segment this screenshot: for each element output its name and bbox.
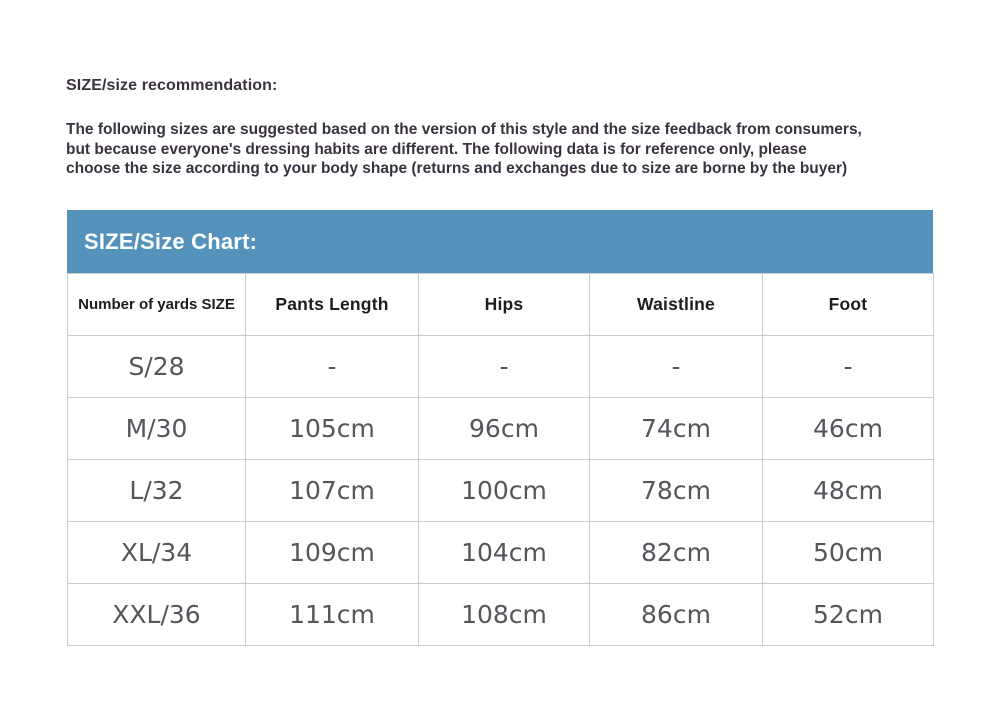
- size-cell: XXL/36: [67, 583, 246, 646]
- measurement-cell: -: [245, 335, 419, 398]
- size-cell: M/30: [67, 397, 246, 460]
- measurement-cell: 52cm: [762, 583, 934, 646]
- measurement-cell: 74cm: [589, 397, 763, 460]
- table-row: S/28 - - - -: [67, 335, 934, 398]
- column-header-hips: Hips: [418, 273, 590, 336]
- size-chart-title-bar: SIZE/Size Chart:: [67, 210, 933, 273]
- measurement-cell: 105cm: [245, 397, 419, 460]
- table-row: L/32 107cm 100cm 78cm 48cm: [67, 459, 934, 522]
- measurement-cell: 104cm: [418, 521, 590, 584]
- measurement-cell: 109cm: [245, 521, 419, 584]
- column-header-pants-length: Pants Length: [245, 273, 419, 336]
- measurement-cell: 86cm: [589, 583, 763, 646]
- size-chart-section: SIZE/Size Chart: Number of yards SIZE Pa…: [67, 210, 934, 646]
- measurement-cell: -: [418, 335, 590, 398]
- size-recommendation-paragraph: The following sizes are suggested based …: [66, 120, 862, 179]
- size-recommendation-line: choose the size according to your body s…: [66, 160, 848, 177]
- column-header-size: Number of yards SIZE: [67, 273, 246, 336]
- size-chart-title: SIZE/Size Chart:: [84, 228, 258, 254]
- measurement-cell: 46cm: [762, 397, 934, 460]
- table-row: XXL/36 111cm 108cm 86cm 52cm: [67, 583, 934, 646]
- size-cell: XL/34: [67, 521, 246, 584]
- column-header-foot: Foot: [762, 273, 934, 336]
- measurement-cell: 82cm: [589, 521, 763, 584]
- size-chart-table: Number of yards SIZE Pants Length Hips W…: [67, 273, 934, 646]
- size-cell: L/32: [67, 459, 246, 522]
- measurement-cell: 50cm: [762, 521, 934, 584]
- size-recommendation-line: but because everyone's dressing habits a…: [66, 140, 807, 158]
- measurement-cell: 107cm: [245, 459, 419, 522]
- size-recommendation-heading: SIZE/size recommendation:: [66, 77, 278, 94]
- measurement-cell: 78cm: [589, 459, 763, 522]
- measurement-cell: 96cm: [418, 397, 590, 460]
- measurement-cell: 111cm: [245, 583, 419, 646]
- measurement-cell: 100cm: [418, 459, 590, 522]
- measurement-cell: 48cm: [762, 459, 934, 522]
- column-header-waistline: Waistline: [589, 273, 763, 336]
- size-cell: S/28: [67, 335, 246, 398]
- size-recommendation-line: The following sizes are suggested based …: [66, 121, 862, 138]
- table-row: M/30 105cm 96cm 74cm 46cm: [67, 397, 934, 460]
- table-row: XL/34 109cm 104cm 82cm 50cm: [67, 521, 934, 584]
- table-header-row: Number of yards SIZE Pants Length Hips W…: [67, 273, 934, 336]
- measurement-cell: -: [589, 335, 763, 398]
- measurement-cell: -: [762, 335, 934, 398]
- measurement-cell: 108cm: [418, 583, 590, 646]
